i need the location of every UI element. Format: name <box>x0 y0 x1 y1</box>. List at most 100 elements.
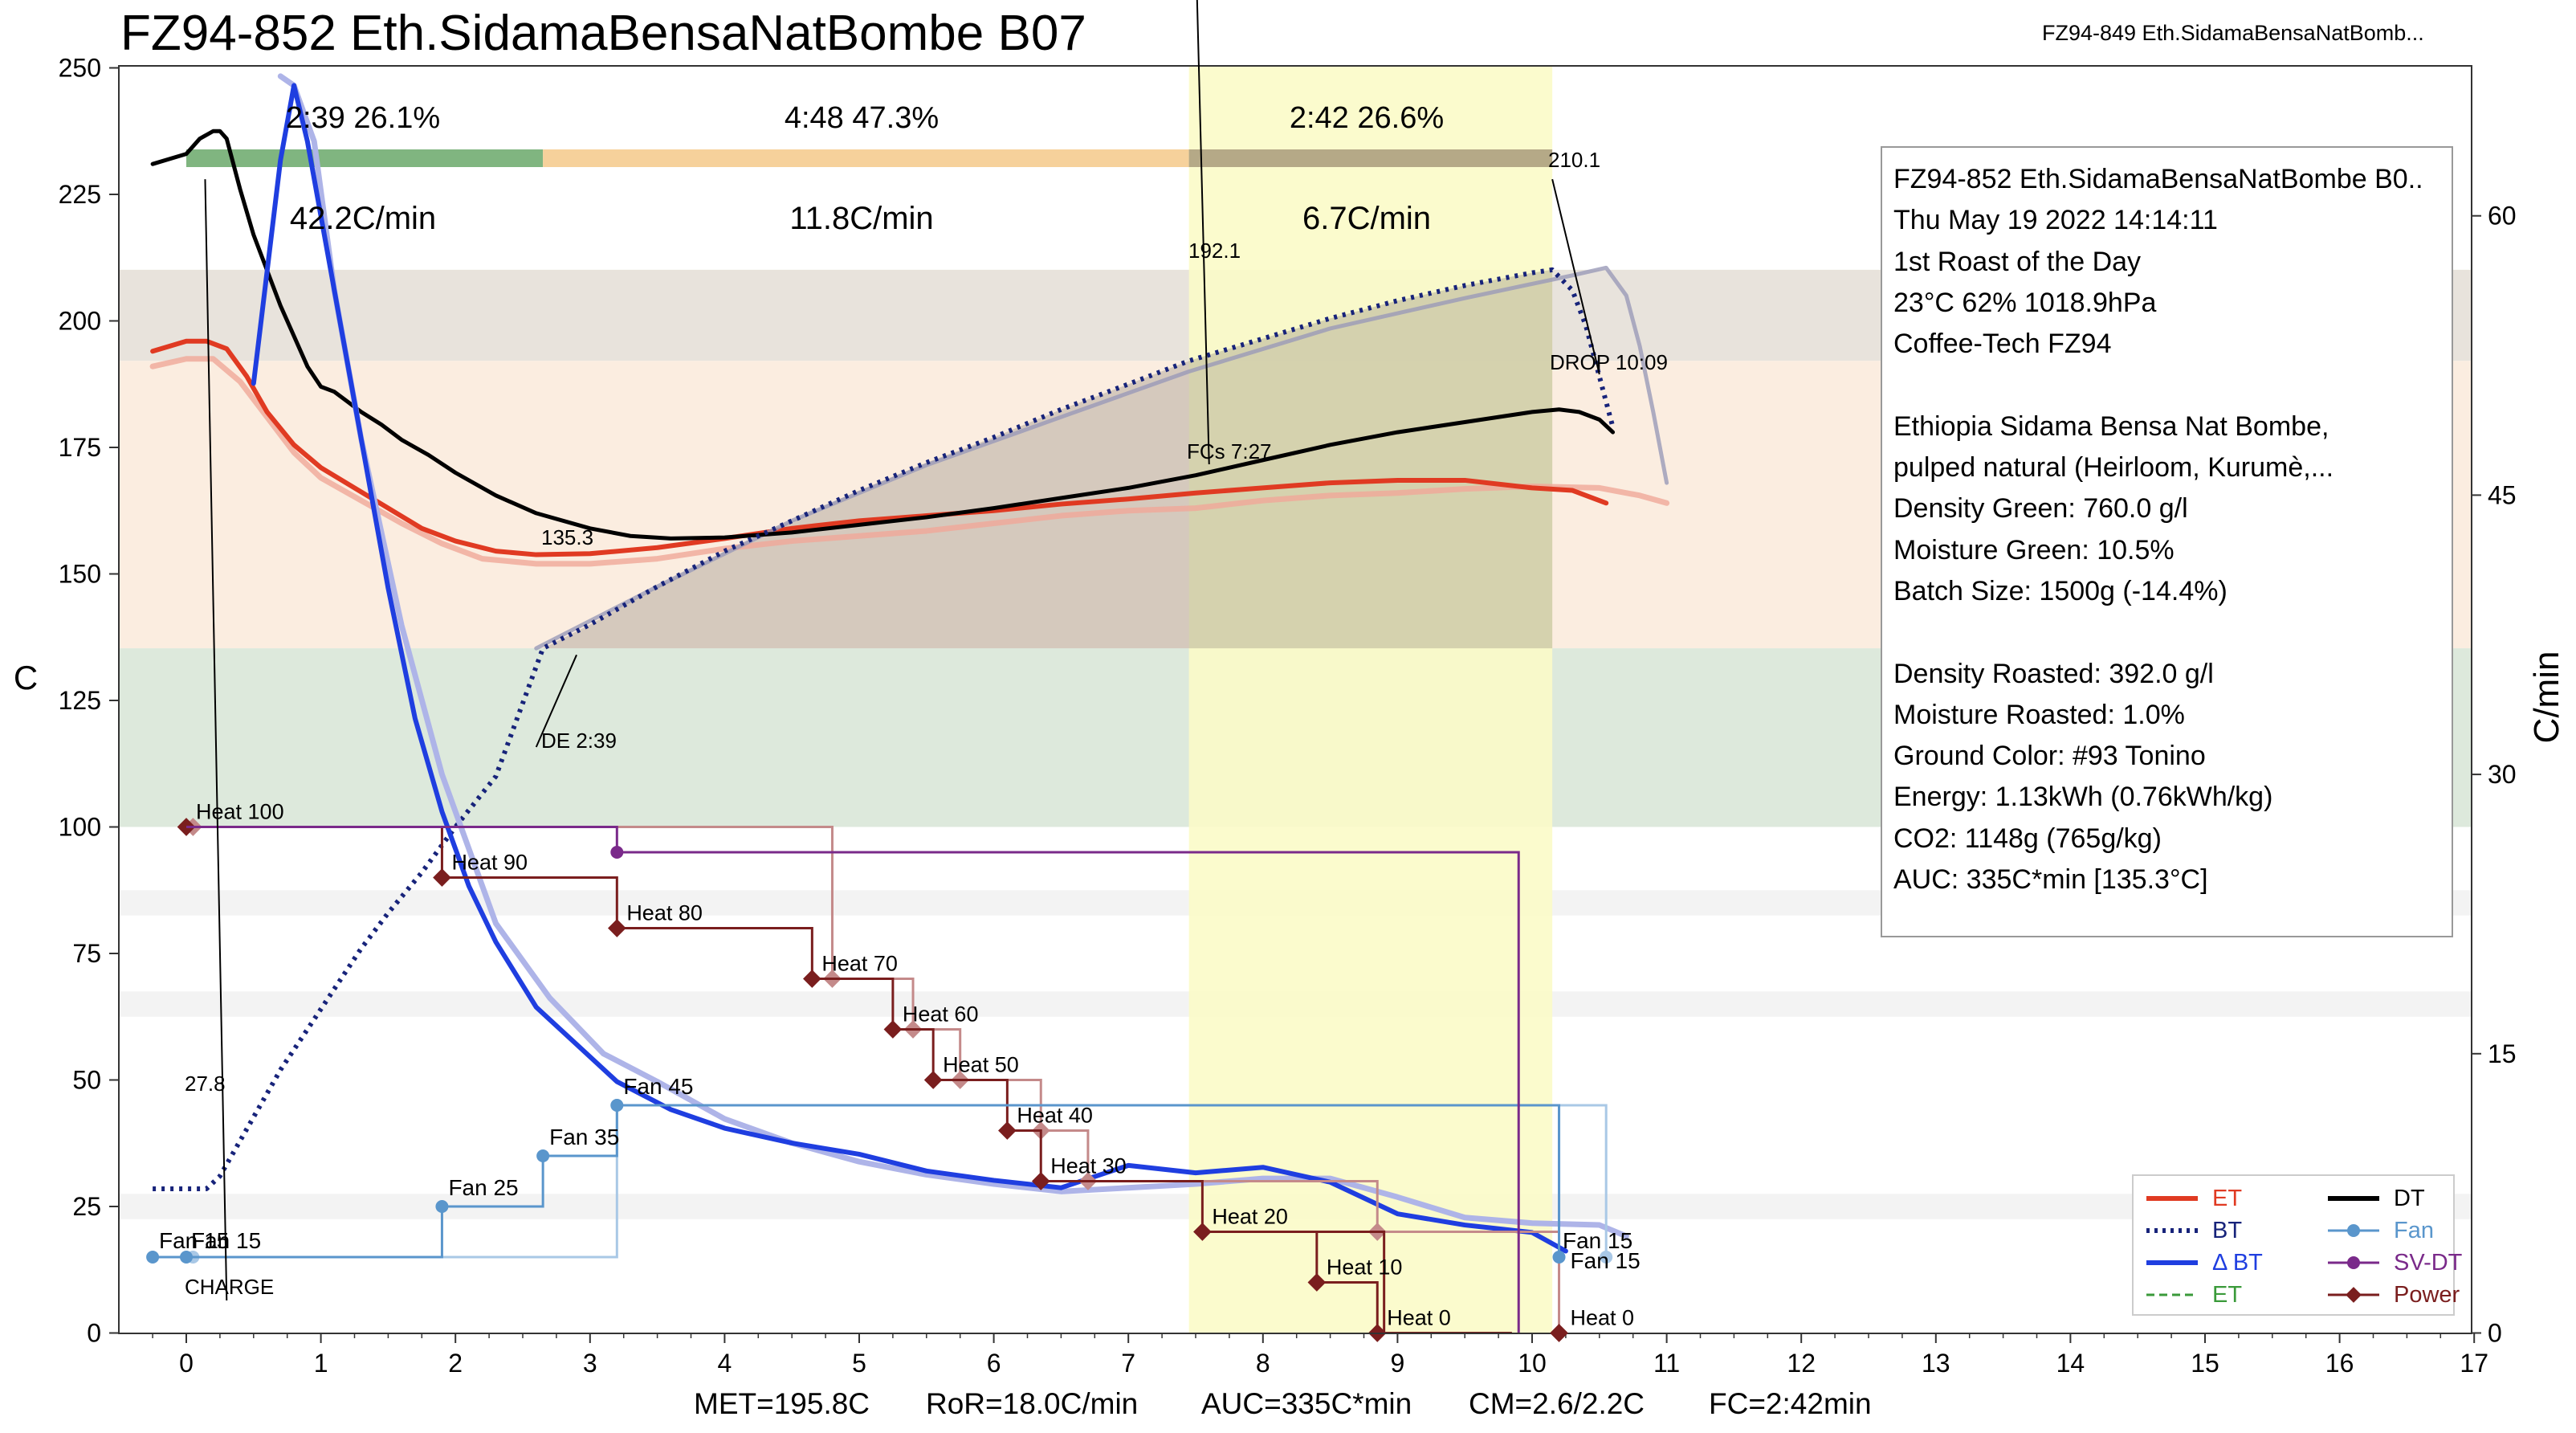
y2-tick-label: 60 <box>2488 202 2517 231</box>
x-tick-label: 0 <box>179 1349 194 1378</box>
phase-ror-finishing: 6.7C/min <box>1302 201 1431 236</box>
y-tick-label: 150 <box>59 560 101 589</box>
series-dt <box>150 129 1616 541</box>
legend-label: DT <box>2394 1186 2425 1211</box>
series-power-marker <box>883 1020 903 1039</box>
info-line: FZ94-852 Eth.SidamaBensaNatBombe B0.. <box>1893 164 2423 194</box>
y-tick-label: 175 <box>59 433 101 462</box>
x-tick-label: 2 <box>448 1349 463 1378</box>
phase-bar-maillard <box>543 149 1189 167</box>
annotation-drop-label: DROP 10:09 <box>1550 350 1668 374</box>
y-tick-label: 250 <box>59 54 101 83</box>
y-tick-label: 200 <box>59 307 101 336</box>
series-power-marker <box>608 919 626 937</box>
legend-label: ET <box>2212 1282 2243 1308</box>
legend-swatch <box>2146 1228 2198 1233</box>
x-tick-label: 9 <box>1391 1349 1405 1378</box>
footer-fc: FC=2:42min <box>1709 1387 1872 1420</box>
y-tick-label: 125 <box>59 686 101 715</box>
info-line <box>1893 612 2452 653</box>
development-band <box>1188 66 1553 1333</box>
footer-met: MET=195.8C <box>694 1387 870 1420</box>
x-tick-label: 14 <box>2056 1349 2085 1378</box>
phase-label-finishing: 2:42 26.6% <box>1290 101 1444 135</box>
info-line: pulped natural (Heirloom, Kurumè,... <box>1893 452 2334 484</box>
x-tick-label: 13 <box>1922 1349 1950 1378</box>
fan-label: Fan 25 <box>448 1175 518 1200</box>
series-power-marker <box>1193 1223 1212 1241</box>
info-line: 1st Roast of the Day <box>1893 246 2142 277</box>
legend-label: Fan <box>2394 1218 2434 1243</box>
annotation-leader-0 <box>204 179 228 1301</box>
annotation-fan-charge-b: Fan 15 <box>191 1228 261 1253</box>
x-tick-label: 16 <box>2325 1349 2354 1378</box>
legend-swatch <box>2146 1293 2198 1296</box>
power-label: Heat 0 <box>1387 1306 1451 1330</box>
info-line: AUC: 335C*min [135.3°C] <box>1893 864 2208 896</box>
phase-bar-finishing <box>1188 149 1553 167</box>
footer-ror: RoR=18.0C/min <box>926 1387 1138 1420</box>
x-tick-label: 11 <box>1653 1349 1680 1378</box>
series-fan-marker <box>180 1251 193 1264</box>
overlays: Heat 100 Heat 90 Heat 80 Heat 70 Heat 60 Heat… <box>196 0 1641 1342</box>
power-label: Heat 100 <box>196 800 284 824</box>
background-profile-title: FZ94-849 Eth.SidamaBensaNatBomb... <box>2042 21 2424 45</box>
info-line: 23°C 62% 1018.9hPa <box>1893 287 2157 318</box>
annotation-leader-1 <box>535 654 577 748</box>
power-end-label: Heat 0 <box>1571 1306 1635 1330</box>
y-tick-label: 75 <box>72 939 101 968</box>
power-end-marker <box>1550 1324 1568 1342</box>
power-label: Heat 40 <box>1017 1104 1093 1128</box>
info-line: Moisture Roasted: 1.0% <box>1893 699 2185 730</box>
legend-swatch <box>2328 1196 2379 1201</box>
roast-info-box: FZ94-852 Eth.SidamaBensaNatBombe B0.. Thu… <box>1881 146 2453 937</box>
x-tick-label: 7 <box>1121 1349 1135 1378</box>
power-label: Heat 30 <box>1050 1154 1127 1178</box>
series-power-marker <box>923 1071 943 1089</box>
power-label: Heat 10 <box>1327 1255 1403 1280</box>
y2-tick-label: 45 <box>2488 480 2517 509</box>
series-fan-tail <box>617 1104 1561 1257</box>
annotation-fan-charge-a: Fan 15 <box>159 1228 229 1253</box>
legend-swatch <box>2328 1287 2379 1303</box>
annotation-fcs-label: FCs 7:27 <box>1187 439 1272 463</box>
chart-title: FZ94-852 Eth.SidamaBensaNatBombe B07 <box>120 6 1086 61</box>
y-tick-label: 225 <box>59 180 101 209</box>
axes: 0 1 2 3 4 5 6 7 8 9 10 11 12 13 14 15 16 1702550751001251… <box>14 54 2566 1378</box>
phase-label-drying: 2:39 26.1% <box>286 101 440 135</box>
power-label: Heat 90 <box>451 851 528 875</box>
annotation-leader-2 <box>1196 0 1210 465</box>
annotation-leader-3 <box>1551 178 1600 375</box>
series-power-marker <box>998 1121 1017 1140</box>
info-line: Thu May 19 2022 14:14:11 <box>1893 205 2218 236</box>
annotation-fan-end: Fan 15 <box>1563 1228 1632 1253</box>
legend-label: SV-DT <box>2394 1250 2463 1276</box>
fan-label: Fan 15 <box>1571 1248 1641 1273</box>
power-label: Heat 80 <box>626 901 703 925</box>
x-tick-label: 17 <box>2460 1349 2488 1378</box>
annotation-drop-temp: 210.1 <box>1548 148 1600 172</box>
phase-ror-drying: 42.2C/min <box>290 201 436 236</box>
series-delta-bt <box>251 83 1568 1254</box>
series-power-marker <box>803 970 821 988</box>
power-label: Heat 60 <box>903 1002 979 1027</box>
legend-swatch <box>2146 1196 2198 1201</box>
info-line: Moisture Green: 10.5% <box>1893 534 2175 565</box>
x-tick-label: 10 <box>1518 1349 1547 1378</box>
series-fan-marker <box>146 1251 160 1264</box>
y-axis-label: C <box>14 659 38 696</box>
info-line <box>1893 365 2452 406</box>
legend-swatch <box>2328 1256 2379 1269</box>
series-fan-background-marker <box>1600 1251 1613 1264</box>
info-line: CO2: 1148g (765g/kg) <box>1893 823 2162 854</box>
y-tick-label: 100 <box>59 813 101 842</box>
legend-label: Δ BT <box>2212 1250 2263 1276</box>
legend-swatch <box>2328 1224 2379 1237</box>
annotation-de-temp: 135.3 <box>541 525 593 549</box>
info-line: Batch Size: 1500g (-14.4%) <box>1893 575 2228 606</box>
annotation-de-label: DE 2:39 <box>541 729 617 753</box>
info-line: Ground Color: #93 Tonino <box>1893 741 2206 772</box>
annotation-fcs-temp: 192.1 <box>1188 239 1241 263</box>
y2-tick-label: 15 <box>2488 1039 2517 1068</box>
series-power-marker <box>1307 1273 1327 1292</box>
